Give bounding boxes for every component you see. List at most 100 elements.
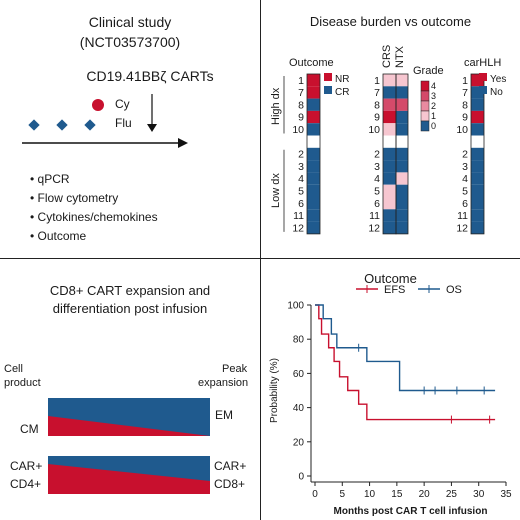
ntx-cell <box>396 135 408 148</box>
lymphodepletion-diagram <box>22 94 188 148</box>
carhlh-header: carHLH <box>464 57 501 69</box>
km-chart: 0 20 40 60 80 100 0 5 10 15 20 25 30 35 Months post CA… <box>269 284 512 517</box>
legend-nr: NR <box>335 74 349 85</box>
x-tick-label: 10 <box>364 489 376 500</box>
outcome-cell <box>307 172 320 185</box>
os-legend-label: OS <box>446 284 462 296</box>
crs-cell <box>383 197 396 210</box>
crs-cell <box>383 221 396 234</box>
infusion-arrow-head <box>147 124 157 132</box>
ntx-cell <box>396 74 408 87</box>
carhlh-cell <box>471 123 484 136</box>
grade-swatch-4 <box>420 80 430 92</box>
x-tick-label: 0 <box>312 489 318 500</box>
grade-1: 1 <box>431 111 436 121</box>
bullet-cytokines: • Cytokines/chemokines <box>30 210 158 224</box>
crs-header: CRS <box>381 45 393 68</box>
carhlh-row-label: 1 <box>462 75 468 87</box>
carhlh-row-label: 6 <box>462 198 468 210</box>
flu-diamond-2 <box>56 119 68 131</box>
bullet-flow: • Flow cytometry <box>30 191 119 205</box>
y-tick-label: 0 <box>298 472 304 483</box>
car-right-label: CAR+ <box>214 459 247 473</box>
x-tick-label: 20 <box>419 489 431 500</box>
bullet-outcome: • Outcome <box>30 229 87 243</box>
grade-swatch-2 <box>420 100 430 112</box>
flu-diamond-1 <box>28 119 40 131</box>
ntx-cell <box>396 147 408 161</box>
peak-label-1: Peak <box>222 363 248 375</box>
legend-yes: Yes <box>490 74 506 85</box>
outcome-row-label: 3 <box>298 161 304 173</box>
outcome-title: Outcome <box>364 271 417 286</box>
crs-row-label: 2 <box>374 149 380 161</box>
crs-cell <box>383 123 396 136</box>
x-tick-label: 15 <box>391 489 403 500</box>
crs-cell <box>383 86 396 99</box>
x-tick-label: 5 <box>340 489 346 500</box>
x-tick-label: 30 <box>473 489 485 500</box>
crs-row-label: 5 <box>374 186 380 198</box>
clinical-study-panel: Clinical study (NCT03573700) CD19.41BBζ … <box>0 0 260 258</box>
outcome-cell <box>307 123 320 136</box>
outcome-cell <box>307 209 320 222</box>
outcome-cell <box>307 86 320 99</box>
x-axis-label: Months post CAR T cell infusion <box>334 506 488 517</box>
crs-row-label: 4 <box>374 173 380 185</box>
flu-diamond-3 <box>84 119 96 131</box>
efs-curve <box>315 304 496 421</box>
outcome-row-label: 6 <box>298 198 304 210</box>
y-tick-label: 80 <box>293 335 305 346</box>
legend-no: No <box>490 87 503 98</box>
expansion-diagram <box>48 398 210 494</box>
outcome-row-label: 5 <box>298 186 304 198</box>
carhlh-cell <box>471 98 484 111</box>
y-tick-label: 40 <box>293 403 305 414</box>
em-label: EM <box>215 408 233 422</box>
outcome-cell <box>307 74 320 87</box>
legend-no-swatch <box>479 86 487 94</box>
os-curve <box>315 304 496 392</box>
grade-header: Grade <box>413 65 444 77</box>
ntx-cell <box>396 172 408 185</box>
legend-nr-swatch <box>324 73 332 81</box>
cd8-label: CD8+ <box>214 477 246 491</box>
ntx-cell <box>396 197 408 210</box>
crs-cell <box>383 172 396 185</box>
cell-product-label-2: product <box>4 377 41 389</box>
crs-cell <box>383 74 396 87</box>
grade-swatch-1 <box>420 110 430 122</box>
outcome-cell <box>307 221 320 234</box>
crs-row-label: 3 <box>374 161 380 173</box>
flu-label: Flu <box>115 116 132 130</box>
clinical-study-title: Clinical study <box>88 14 172 30</box>
ntx-cell <box>396 160 408 173</box>
y-tick-label: 20 <box>293 437 305 448</box>
legend-yes-swatch <box>479 73 487 81</box>
outcome-cell <box>307 160 320 173</box>
outcome-column-border <box>306 73 321 235</box>
crs-row-label: 6 <box>374 198 380 210</box>
ntx-cell <box>396 86 408 99</box>
crs-cell <box>383 135 396 148</box>
ntx-cell <box>396 221 408 234</box>
carhlh-cell <box>471 147 484 161</box>
carhlh-cell <box>471 221 484 234</box>
crs-row-label: 11 <box>369 210 380 222</box>
bullet-qpcr: • qPCR <box>30 172 70 186</box>
ntx-cell <box>396 110 408 124</box>
ntx-cell <box>396 123 408 136</box>
cd4-label: CD4+ <box>10 477 42 491</box>
cell-product-label-1: Cell <box>4 363 23 375</box>
legend-cr-swatch <box>324 86 332 94</box>
cm-wedge <box>48 416 210 436</box>
outcome-row-label: 11 <box>293 210 304 222</box>
x-tick-label: 25 <box>446 489 458 500</box>
outcome-cell <box>307 110 320 124</box>
outcome-row-label: 12 <box>292 222 304 234</box>
grade-4: 4 <box>431 81 436 91</box>
crs-row-label: 1 <box>374 75 380 87</box>
carhlh-cell <box>471 197 484 210</box>
group-low-label: Low dx <box>270 173 282 208</box>
disease-burden-title: Disease burden vs outcome <box>309 14 472 29</box>
